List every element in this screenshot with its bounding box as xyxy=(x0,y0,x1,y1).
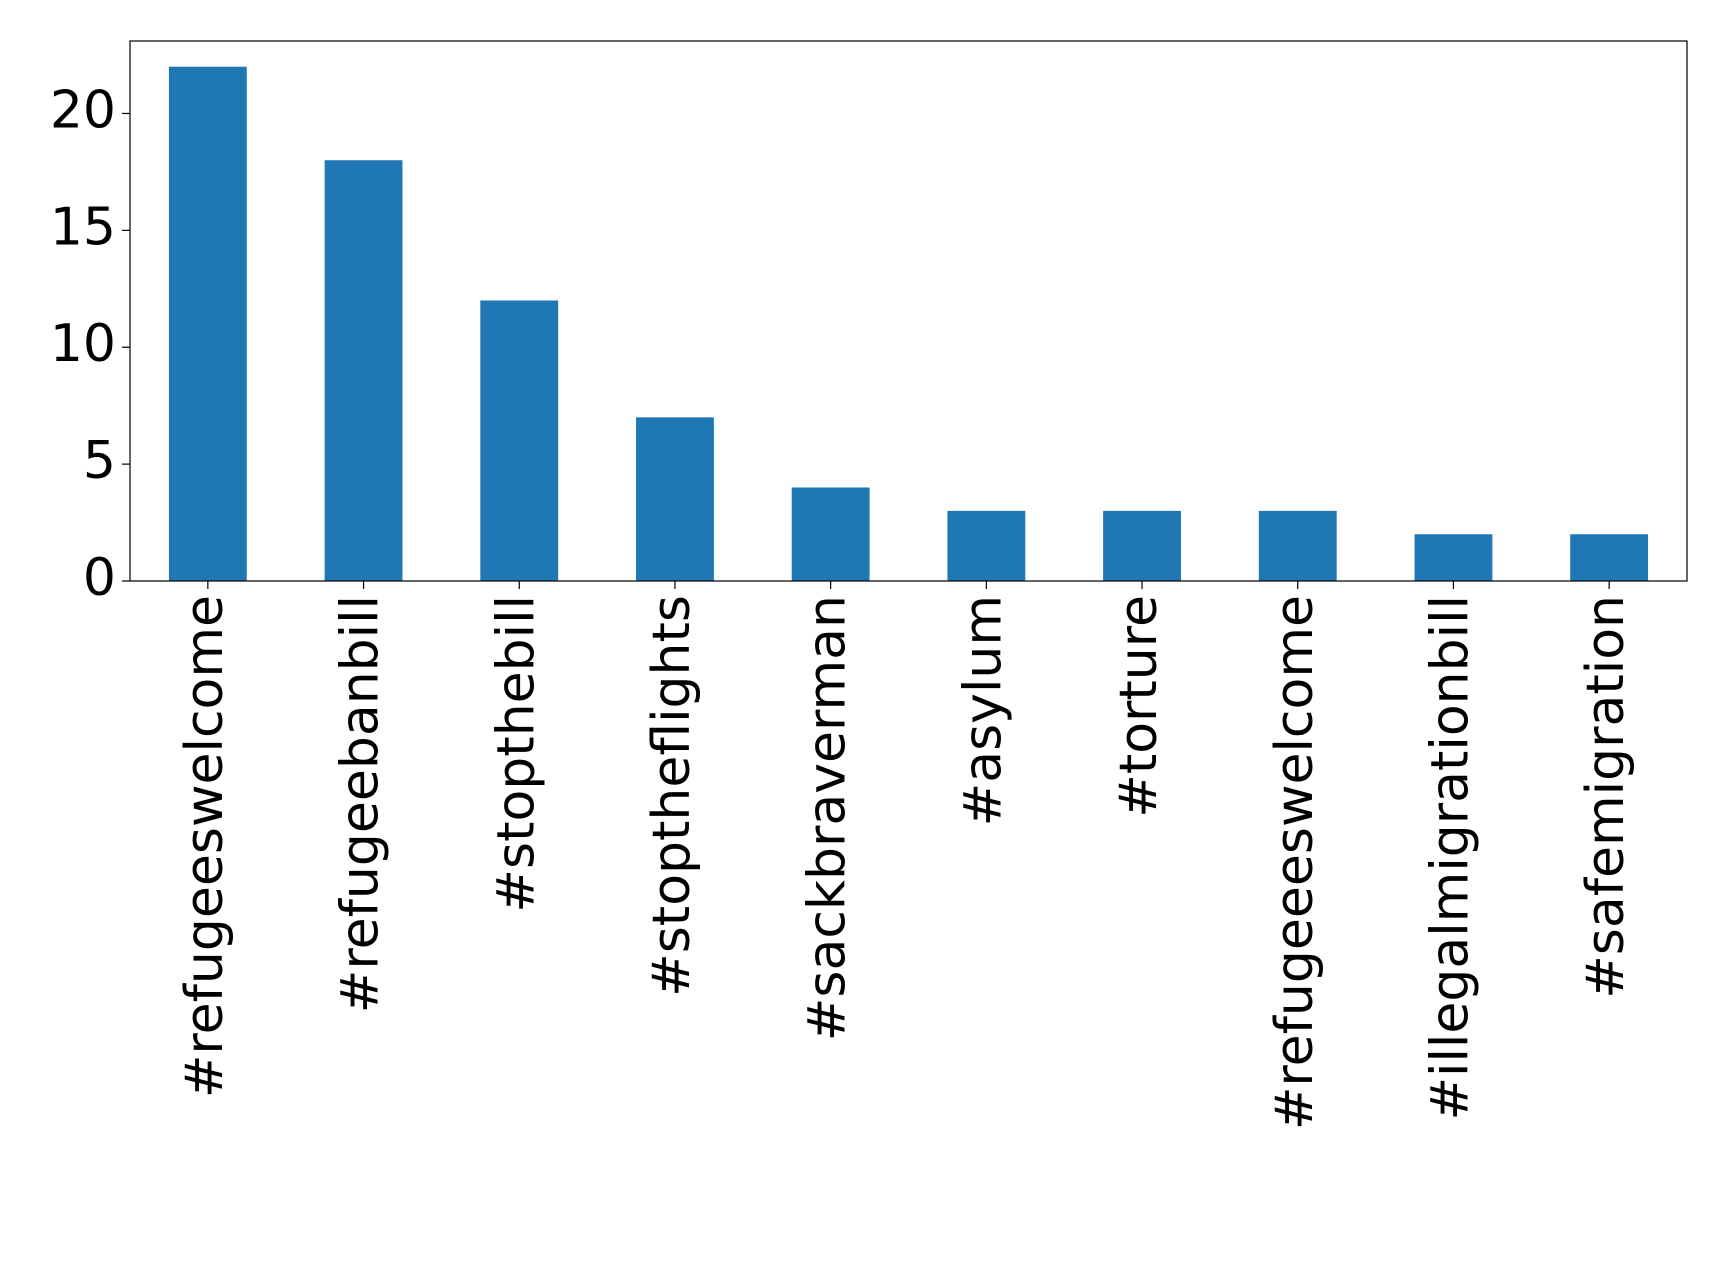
x-tick-label: #stopthebill xyxy=(486,595,546,913)
x-tick-label: #refugeebanbill xyxy=(331,595,391,1013)
y-tick-label: 15 xyxy=(50,197,116,257)
y-tick-label: 20 xyxy=(50,80,116,140)
x-tick-label: #sackbraverman xyxy=(798,595,858,1041)
y-tick-label: 10 xyxy=(50,314,116,374)
bar xyxy=(1258,510,1337,581)
x-tick-label: #refugeeswelcome xyxy=(175,595,235,1098)
x-tick-label: #asylum xyxy=(953,595,1013,826)
x-tick-label: #torture xyxy=(1109,595,1169,818)
x-tick-label: #refugeeeswelcome xyxy=(1265,595,1325,1130)
bar xyxy=(480,300,559,581)
bar xyxy=(1414,534,1493,581)
bar xyxy=(168,66,247,581)
bar xyxy=(947,510,1026,581)
y-tick-label: 0 xyxy=(83,548,116,608)
bar xyxy=(324,160,403,582)
x-tick-label: #illegalmigrationbill xyxy=(1420,595,1480,1121)
bar xyxy=(1103,510,1181,581)
bar xyxy=(791,487,870,581)
x-tick-label: #stoptheflights xyxy=(642,595,702,997)
x-tick-label: #safemigration xyxy=(1576,595,1636,999)
bar xyxy=(636,417,714,581)
bar xyxy=(1570,534,1649,581)
y-tick-label: 5 xyxy=(83,431,116,491)
plot-frame xyxy=(129,40,1688,582)
